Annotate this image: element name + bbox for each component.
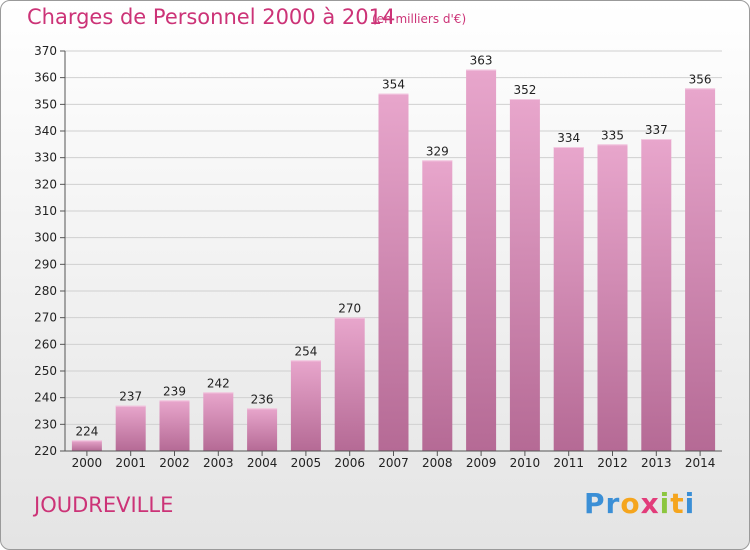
bar-value-label: 236 (251, 392, 274, 406)
bar (597, 144, 628, 452)
bar (422, 160, 453, 452)
y-tick-label: 320 (34, 177, 57, 191)
bar-value-label: 354 (382, 78, 405, 92)
bar-value-label: 270 (338, 302, 361, 316)
bar (553, 147, 584, 451)
x-axis: 2000 2001 2002 2003 2004 2005 2006 2007 2008 2009… (65, 450, 722, 470)
x-tick-label: 2011 (553, 456, 584, 470)
y-tick-label: 370 (34, 44, 57, 58)
x-tick-label: 2007 (378, 456, 409, 470)
logo-letter: P (584, 487, 606, 520)
x-tick-label: 2014 (685, 456, 716, 470)
bar (685, 88, 716, 451)
bar-value-label: 335 (601, 128, 624, 142)
y-tick-label: 280 (34, 284, 57, 298)
y-tick-label: 250 (34, 364, 57, 378)
y-tick-label: 340 (34, 124, 57, 138)
bar (290, 360, 321, 451)
y-tick-label: 360 (34, 71, 57, 85)
y-tick-label: 310 (34, 204, 57, 218)
y-tick-label: 230 (34, 417, 57, 431)
logo-letter: i (659, 487, 671, 520)
x-tick-label: 2006 (334, 456, 365, 470)
bar (509, 99, 540, 451)
y-tick-label: 350 (34, 97, 57, 111)
bar (247, 408, 278, 451)
bar-value-label: 224 (75, 424, 98, 438)
x-tick-label: 2001 (115, 456, 146, 470)
bar (641, 139, 672, 451)
y-axis: 220 230 240 250 260 270 280 290 300 310 320 330 340 3… (34, 44, 66, 458)
y-tick-label: 240 (34, 391, 57, 405)
bar-value-label: 337 (645, 123, 668, 137)
bar-value-label: 242 (207, 376, 230, 390)
x-tick-label: 2013 (641, 456, 672, 470)
bar-value-label: 363 (470, 54, 493, 68)
x-tick-label: 2003 (203, 456, 234, 470)
bar (334, 317, 365, 451)
bar (115, 405, 146, 451)
y-tick-label: 290 (34, 257, 57, 271)
y-tick-label: 260 (34, 337, 57, 351)
x-tick-label: 2012 (597, 456, 628, 470)
x-tick-label: 2000 (72, 456, 103, 470)
y-tick-label: 330 (34, 151, 57, 165)
bar-value-label: 237 (119, 390, 142, 404)
bar-value-label: 334 (557, 131, 580, 145)
bar (71, 440, 102, 451)
logo-letter: t (670, 487, 685, 520)
logo-letter: x (640, 487, 660, 520)
x-tick-label: 2002 (159, 456, 190, 470)
commune-name: JOUDREVILLE (34, 493, 174, 517)
bar-value-label: 239 (163, 384, 186, 398)
logo-letter: r (605, 487, 621, 520)
bar (203, 392, 234, 451)
bar (378, 93, 409, 452)
x-tick-label: 2004 (247, 456, 278, 470)
bar (466, 69, 497, 452)
logo-letter: o (620, 487, 641, 520)
bar (159, 400, 190, 451)
bar-value-label: 254 (294, 344, 317, 358)
x-tick-label: 2009 (466, 456, 497, 470)
chart-subtitle: (en milliers d'€) (372, 12, 467, 26)
chart-title: Charges de Personnel 2000 à 2014 (27, 5, 396, 29)
y-tick-label: 220 (34, 444, 57, 458)
x-tick-label: 2008 (422, 456, 453, 470)
bar-value-label: 352 (513, 83, 536, 97)
bar-value-label: 329 (426, 144, 449, 158)
bars: 224 237 239 242 236 254 270 354 329 363 352 334 335 3… (71, 54, 716, 452)
y-tick-label: 270 (34, 311, 57, 325)
proxiti-logo: Proxiti (584, 487, 695, 520)
x-tick-label: 2010 (510, 456, 541, 470)
x-tick-label: 2005 (291, 456, 322, 470)
bar-value-label: 356 (689, 72, 712, 86)
y-tick-label: 300 (34, 231, 57, 245)
logo-letter: i (684, 487, 696, 520)
